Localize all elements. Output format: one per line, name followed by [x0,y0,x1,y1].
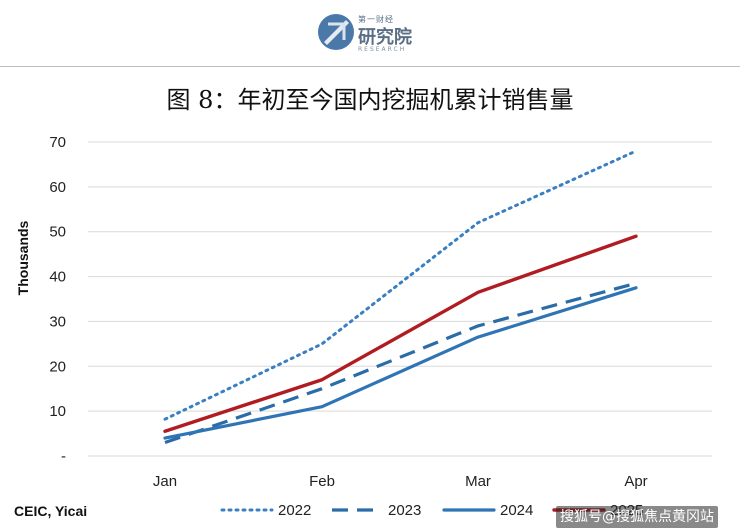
logo: 第一财经 研究院 RESEARCH [316,10,426,58]
x-tick-label: Mar [465,473,491,490]
y-tick-label: 30 [49,313,66,330]
y-tick-label: 40 [49,269,66,286]
y-tick-label: 10 [49,403,66,420]
header-divider [0,66,740,67]
x-tick-label: Jan [153,473,177,490]
y-tick-label: - [61,448,66,465]
grid-layer [88,141,712,457]
header: 第一财经 研究院 RESEARCH [0,0,740,64]
source-note: CEIC, Yicai [14,503,88,519]
legend-label-2024: 2024 [500,502,533,519]
y-tick-label: 70 [49,134,66,151]
logo-mark-icon [318,14,354,50]
chart-title: 图 8：年初至今国内挖掘机累计销售量 [166,86,574,114]
y-tick-label: 20 [49,358,66,375]
x-tick-label: Apr [624,473,647,490]
x-tick-label: Feb [309,473,335,490]
series-layer [163,149,638,445]
y-tick-label: 50 [49,224,66,241]
watermark: 搜狐号@搜狐焦点黄冈站 [556,506,718,528]
logo-sub-text: RESEARCH [358,46,407,53]
x-tick-layer: Jan Feb Mar Apr [153,473,648,490]
logo-main-text: 研究院 [358,27,412,48]
series-line-2023 [164,281,637,445]
series-line-2022 [163,149,638,421]
legend-label-2023: 2023 [388,502,421,519]
series-line-2025 [163,234,638,433]
legend-label-2022: 2022 [278,502,311,519]
y-tick-label: 60 [49,179,66,196]
y-axis-label: Thousands [15,220,31,295]
y-tick-layer: - 10 20 30 40 50 60 70 [49,134,66,465]
logo-top-text: 第一财经 [358,15,394,24]
series-line-2024 [163,286,638,440]
